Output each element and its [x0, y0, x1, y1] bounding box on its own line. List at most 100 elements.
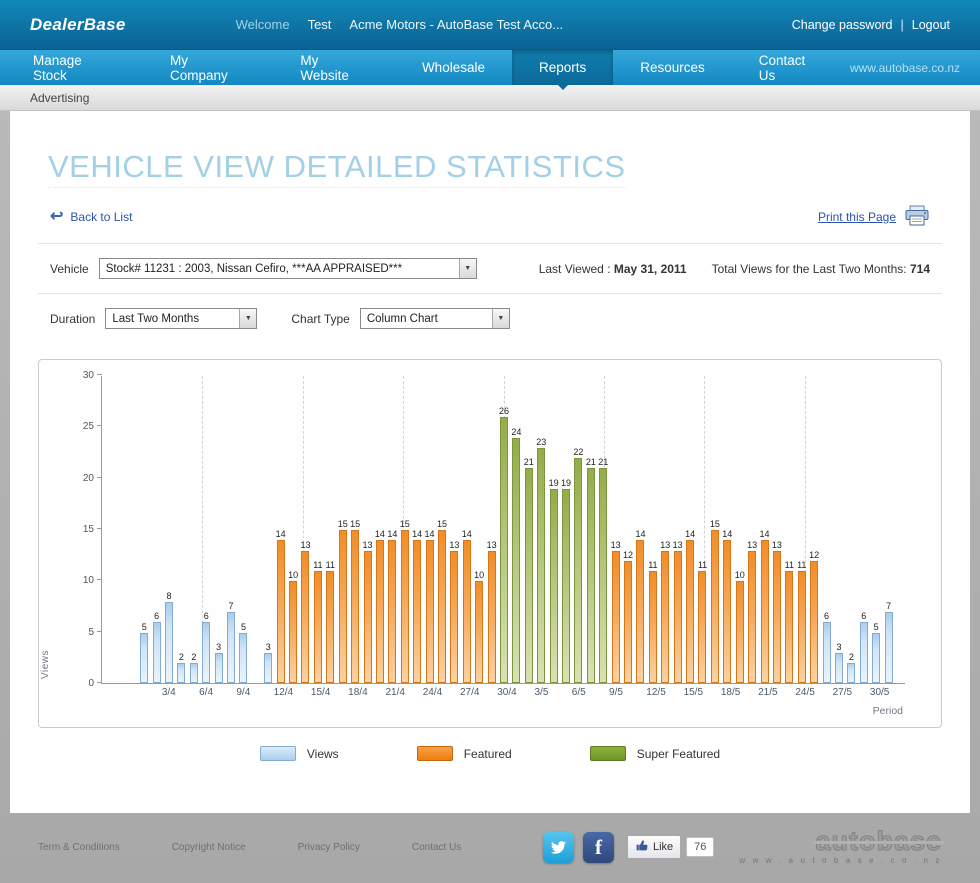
chart-bar-super_featured: 19	[560, 478, 572, 683]
legend-label: Super Featured	[636, 746, 721, 761]
footer-privacy-link[interactable]: Privacy Policy	[297, 841, 360, 853]
bar-value-label: 2	[178, 652, 184, 662]
bar-value-label: 21	[523, 457, 534, 467]
bar-value-label: 13	[771, 540, 782, 550]
chart-bar-views: 6	[820, 611, 832, 683]
nav-wholesale[interactable]: Wholesale	[421, 60, 485, 75]
chart-bar-featured: 11	[312, 560, 324, 683]
chart-bar-featured: 13	[771, 540, 783, 683]
y-axis-label: Views	[40, 650, 51, 679]
x-axis-tick-label	[510, 687, 522, 700]
nav-my-website[interactable]: My Website	[300, 52, 349, 83]
chart-bar-views: 5	[870, 622, 882, 683]
vehicle-select[interactable]: Stock# 11231 : 2003, Nissan Cefiro, ***A…	[98, 258, 477, 279]
chevron-down-icon: ▼	[458, 259, 476, 278]
chevron-down-icon: ▼	[239, 309, 257, 328]
x-axis-tick-label: 24/5	[795, 687, 815, 698]
legend-item-views: Views	[259, 746, 339, 761]
duration-select[interactable]: Last Two Months ▼	[105, 308, 258, 329]
nav-reports[interactable]: Reports	[511, 50, 614, 90]
bar-value-label: 8	[166, 591, 172, 601]
chart-bar-views: 7	[882, 601, 894, 683]
legend-swatch-views	[259, 746, 296, 761]
bar-value-label: 5	[873, 622, 879, 632]
y-axis-tick-mark	[97, 579, 102, 581]
bar-value-label: 10	[288, 570, 299, 580]
x-axis-tick-label	[634, 687, 646, 700]
x-axis-tick-label: 9/4	[236, 687, 251, 698]
y-axis-tick-label: 5	[88, 626, 94, 638]
x-axis-tick-label	[373, 687, 385, 700]
chart-bar-super_featured: 26	[498, 406, 510, 683]
x-axis-tick-label	[671, 687, 683, 700]
bar-value-label: 14	[387, 529, 398, 539]
x-axis-tick-label: 12/5	[646, 687, 666, 698]
x-axis-tick-label	[435, 687, 447, 700]
x-axis-tick-label	[149, 687, 161, 700]
nav-contact-us[interactable]: Contact Us	[758, 52, 806, 83]
gridline	[704, 376, 706, 683]
legend-label: Views	[306, 746, 339, 761]
x-axis-tick-label	[249, 687, 261, 700]
nav-my-company[interactable]: My Company	[169, 52, 228, 83]
x-axis-tick-label	[522, 687, 534, 700]
x-axis-tick-label	[485, 687, 497, 700]
chart-bar-featured: 10	[473, 570, 485, 683]
autobase-url: w w w . a u t o b a s e . c o . n z	[739, 856, 942, 865]
x-axis-tick-label	[857, 687, 869, 700]
bar-value-label: 3	[836, 642, 842, 652]
x-axis-tick-label: 18/5	[720, 687, 741, 698]
chart-bar-featured: 11	[696, 560, 708, 683]
footer-contact-link[interactable]: Contact Us	[411, 841, 462, 853]
total-views: Total Views for the Last Two Months: 714	[711, 261, 930, 276]
chart-bar-super_featured: 21	[585, 457, 597, 683]
chart-bar-featured: 11	[796, 560, 808, 683]
x-axis-tick-label	[224, 687, 236, 700]
x-axis-tick-label	[212, 687, 224, 700]
x-axis-tick-label: 6/4	[199, 687, 214, 698]
chart-type-select[interactable]: Column Chart ▼	[359, 308, 510, 329]
twitter-icon[interactable]	[542, 831, 574, 863]
page-title: VEHICLE VIEW DETAILED STATISTICS	[48, 149, 932, 188]
y-axis-tick-mark	[97, 374, 102, 375]
top-bar: DealerBase Welcome Test Acme Motors - Au…	[0, 0, 980, 50]
x-axis-tick-label	[398, 687, 410, 700]
x-axis-tick-label	[733, 687, 745, 700]
like-button[interactable]: Like	[626, 835, 682, 859]
facebook-like-widget: Like 76	[626, 835, 715, 859]
back-to-list-link[interactable]: ↩ Back to List	[50, 208, 133, 225]
x-axis-tick-label	[261, 687, 273, 700]
print-page-link[interactable]: Print this Page	[818, 205, 930, 229]
chart-bar-featured: 13	[448, 540, 460, 683]
x-axis-tick-label	[298, 687, 310, 700]
chart-bar-views: 2	[188, 652, 200, 683]
facebook-icon[interactable]: f	[582, 831, 614, 863]
x-axis-tick-label	[174, 687, 186, 700]
bar-value-label: 13	[362, 540, 373, 550]
subnav-advertising[interactable]: Advertising	[30, 90, 90, 105]
logout-link[interactable]: Logout	[911, 17, 950, 32]
bar-value-label: 7	[886, 601, 892, 611]
gridline	[403, 376, 405, 683]
footer-terms-link[interactable]: Term & Conditions	[38, 841, 120, 853]
last-viewed-value: May 31, 2011	[613, 261, 687, 276]
nav-resources[interactable]: Resources	[640, 60, 705, 75]
chart-bar-featured: 11	[324, 560, 336, 683]
change-password-link[interactable]: Change password	[791, 17, 893, 32]
nav-manage-stock[interactable]: Manage Stock	[33, 52, 82, 83]
bar-value-label: 14	[685, 529, 696, 539]
x-axis-tick-label: 9/5	[609, 687, 623, 698]
legend-swatch-super_featured	[589, 746, 626, 761]
footer-copyright-link[interactable]: Copyright Notice	[171, 841, 246, 853]
x-axis-tick-label: 3/5	[534, 687, 549, 698]
x-axis-tick-label: 24/4	[422, 687, 443, 698]
bar-value-label: 11	[648, 560, 658, 570]
chart-bar-views: 3	[833, 642, 845, 683]
chart-bar-super_featured: 21	[597, 457, 609, 683]
chart-bar-views: 5	[138, 622, 150, 683]
chart-bar-featured: 15	[337, 519, 349, 683]
y-axis-tick-label: 10	[82, 575, 94, 587]
chart-bar-views: 7	[225, 601, 237, 683]
bar-value-label: 13	[660, 540, 671, 550]
welcome-label: Welcome	[235, 17, 290, 32]
